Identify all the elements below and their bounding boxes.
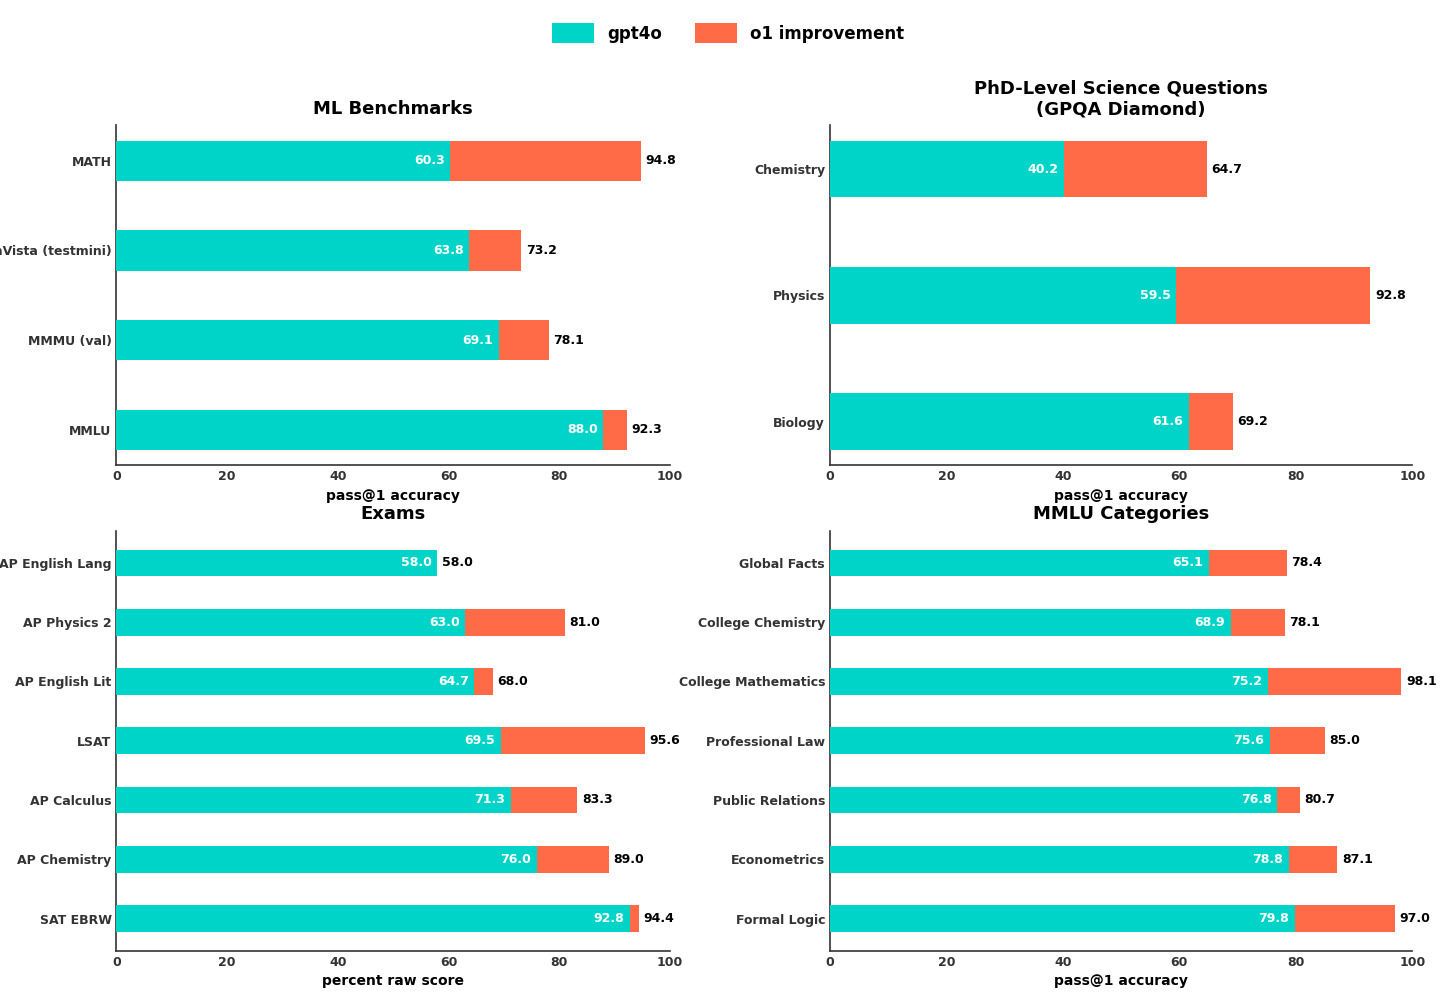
Text: 76.8: 76.8 (1241, 794, 1271, 807)
Text: 87.1: 87.1 (1342, 853, 1373, 866)
Bar (469, 230, 521, 270)
Text: 68.0: 68.0 (496, 675, 529, 688)
Bar (116, 230, 469, 270)
Bar (116, 320, 499, 360)
Bar (1268, 668, 1401, 695)
Bar (1188, 393, 1233, 450)
Bar (116, 787, 511, 814)
Text: 85.0: 85.0 (1329, 735, 1360, 747)
Bar (499, 320, 549, 360)
Text: 79.8: 79.8 (1258, 912, 1289, 925)
Bar (116, 668, 475, 695)
Bar (537, 846, 609, 873)
Text: 94.4: 94.4 (644, 912, 674, 925)
Text: 75.2: 75.2 (1232, 675, 1262, 688)
Bar (1176, 267, 1370, 323)
Bar (116, 609, 464, 636)
Text: 78.1: 78.1 (553, 333, 584, 346)
Text: 76.0: 76.0 (501, 853, 531, 866)
Bar (1277, 787, 1300, 814)
Bar (1289, 846, 1337, 873)
Bar (116, 409, 603, 450)
Text: 92.8: 92.8 (1374, 289, 1406, 301)
Text: 94.8: 94.8 (645, 154, 676, 167)
Text: 78.4: 78.4 (1291, 557, 1322, 570)
Bar (1064, 140, 1207, 197)
Bar (830, 728, 1270, 754)
Text: 73.2: 73.2 (526, 244, 556, 257)
Bar (511, 787, 578, 814)
Bar (116, 550, 437, 577)
Bar (830, 609, 1232, 636)
Text: 83.3: 83.3 (582, 794, 613, 807)
Bar (464, 609, 565, 636)
Text: 64.7: 64.7 (1211, 162, 1242, 175)
Text: 69.1: 69.1 (463, 333, 494, 346)
Text: 89.0: 89.0 (613, 853, 644, 866)
Text: 60.3: 60.3 (414, 154, 444, 167)
Text: 71.3: 71.3 (475, 794, 505, 807)
Text: 98.1: 98.1 (1406, 675, 1437, 688)
Bar (475, 668, 492, 695)
Text: 75.6: 75.6 (1233, 735, 1264, 747)
Legend: gpt4o, o1 improvement: gpt4o, o1 improvement (552, 23, 904, 43)
Text: 69.2: 69.2 (1238, 415, 1268, 428)
Text: 97.0: 97.0 (1399, 912, 1430, 925)
Text: 88.0: 88.0 (566, 423, 598, 436)
Text: 61.6: 61.6 (1152, 415, 1182, 428)
Text: 58.0: 58.0 (400, 557, 432, 570)
Bar (116, 905, 630, 932)
Bar (603, 409, 628, 450)
Text: 59.5: 59.5 (1140, 289, 1171, 301)
Title: Exams: Exams (361, 506, 425, 524)
Bar (830, 905, 1294, 932)
X-axis label: pass@1 accuracy: pass@1 accuracy (326, 488, 460, 503)
Bar (830, 668, 1268, 695)
Text: 92.3: 92.3 (632, 423, 662, 436)
Bar (1232, 609, 1284, 636)
Text: 80.7: 80.7 (1305, 794, 1335, 807)
Text: 78.8: 78.8 (1252, 853, 1283, 866)
Text: 68.9: 68.9 (1195, 616, 1226, 629)
Bar (1294, 905, 1395, 932)
Bar (1208, 550, 1287, 577)
Bar (450, 140, 641, 181)
Text: 69.5: 69.5 (464, 735, 495, 747)
Bar (116, 140, 450, 181)
Bar (116, 846, 537, 873)
Bar (830, 846, 1289, 873)
Text: 95.6: 95.6 (649, 735, 680, 747)
Text: 81.0: 81.0 (569, 616, 600, 629)
Text: 92.8: 92.8 (594, 912, 625, 925)
Text: 40.2: 40.2 (1028, 162, 1059, 175)
Bar (830, 393, 1188, 450)
Bar (830, 787, 1277, 814)
Bar (630, 905, 639, 932)
Text: 63.0: 63.0 (428, 616, 460, 629)
Title: PhD-Level Science Questions
(GPQA Diamond): PhD-Level Science Questions (GPQA Diamon… (974, 79, 1268, 118)
X-axis label: percent raw score: percent raw score (322, 974, 464, 988)
Text: 78.1: 78.1 (1290, 616, 1321, 629)
Bar (830, 140, 1064, 197)
Bar (830, 550, 1208, 577)
Bar (116, 728, 501, 754)
X-axis label: pass@1 accuracy: pass@1 accuracy (1054, 974, 1188, 988)
Text: 58.0: 58.0 (441, 557, 473, 570)
Title: ML Benchmarks: ML Benchmarks (313, 100, 473, 118)
Bar (1270, 728, 1325, 754)
Title: MMLU Categories: MMLU Categories (1032, 506, 1210, 524)
Bar (501, 728, 645, 754)
Bar (830, 267, 1176, 323)
Text: 63.8: 63.8 (434, 244, 464, 257)
Text: 64.7: 64.7 (438, 675, 469, 688)
X-axis label: pass@1 accuracy: pass@1 accuracy (1054, 488, 1188, 503)
Text: 65.1: 65.1 (1172, 557, 1203, 570)
